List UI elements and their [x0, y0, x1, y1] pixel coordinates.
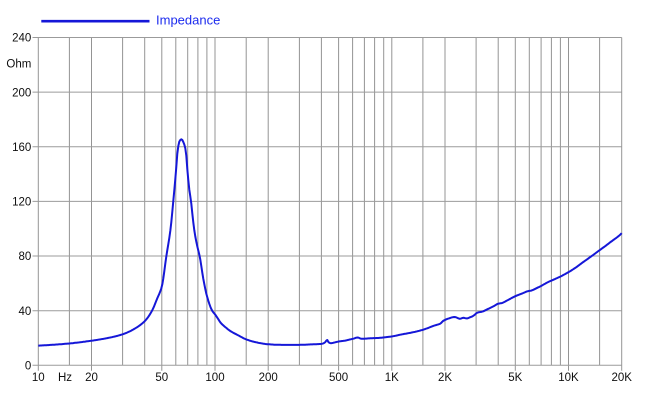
- svg-text:120: 120: [12, 197, 31, 209]
- svg-text:Hz: Hz: [58, 372, 72, 384]
- svg-text:50: 50: [155, 372, 168, 384]
- svg-text:40: 40: [19, 306, 32, 318]
- svg-text:500: 500: [329, 372, 348, 384]
- svg-text:10K: 10K: [558, 372, 579, 384]
- svg-text:1K: 1K: [385, 372, 399, 384]
- svg-text:2K: 2K: [438, 372, 452, 384]
- svg-text:200: 200: [259, 372, 278, 384]
- svg-text:Impedance: Impedance: [156, 13, 220, 28]
- svg-text:20K: 20K: [611, 372, 632, 384]
- svg-text:160: 160: [12, 142, 31, 154]
- svg-text:0: 0: [25, 361, 31, 373]
- svg-text:240: 240: [12, 33, 31, 45]
- svg-text:100: 100: [205, 372, 224, 384]
- svg-text:10: 10: [32, 372, 45, 384]
- svg-text:200: 200: [12, 87, 31, 99]
- svg-text:Ohm: Ohm: [6, 59, 31, 71]
- svg-text:80: 80: [19, 251, 32, 263]
- svg-text:5K: 5K: [508, 372, 522, 384]
- svg-text:20: 20: [85, 372, 98, 384]
